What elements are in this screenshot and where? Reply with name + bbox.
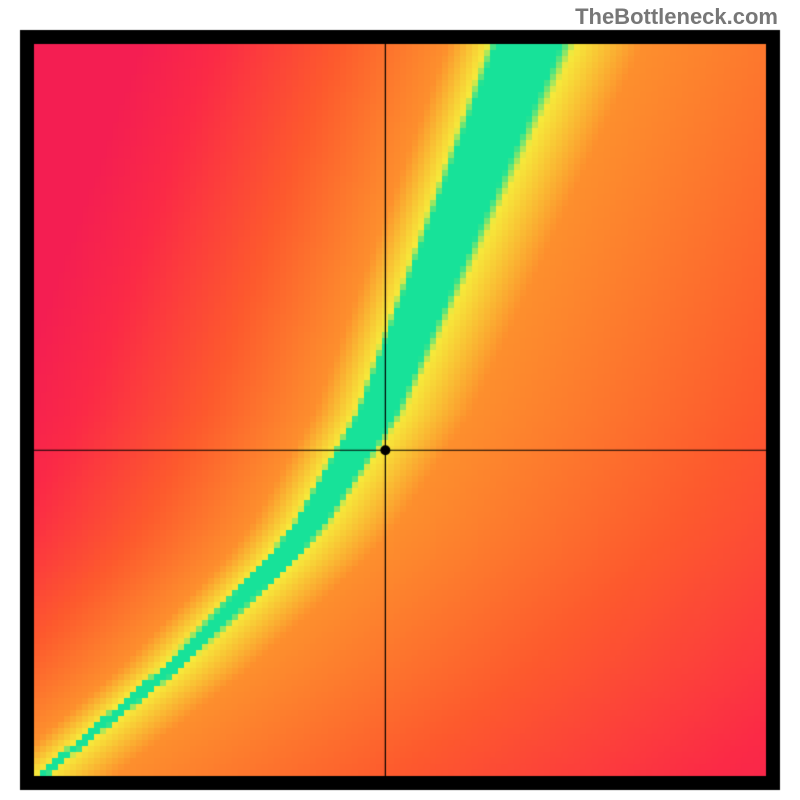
chart-container: TheBottleneck.com <box>0 0 800 800</box>
watermark-text: TheBottleneck.com <box>575 4 778 30</box>
heatmap-canvas <box>0 0 800 800</box>
